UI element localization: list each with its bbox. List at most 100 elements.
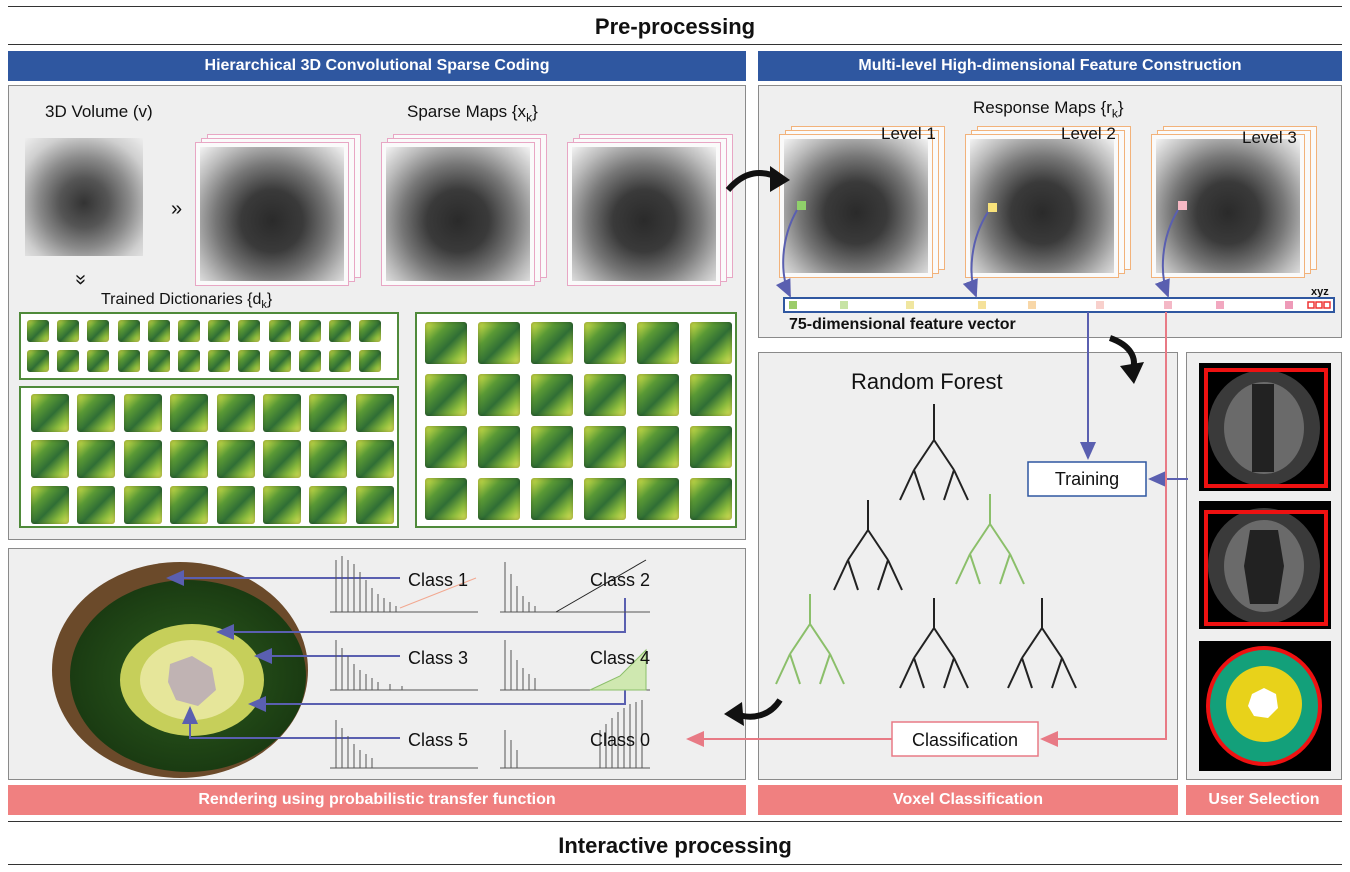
dictionary-atom (178, 350, 200, 372)
histogram-class-5 (330, 720, 478, 769)
dictionary-atom (478, 374, 520, 416)
histogram-class-3 (330, 640, 478, 691)
xyz-label: xyz (1311, 286, 1329, 298)
class-3-label: Class 3 (408, 648, 468, 668)
dictionary-atom (170, 440, 209, 478)
feature-vector-cells (789, 301, 1331, 309)
title-preprocessing: Pre-processing (594, 14, 756, 39)
dictionary-atom (268, 320, 291, 342)
user-selection-footer-bar: User Selection (1186, 785, 1342, 815)
dictionary-atom (637, 478, 679, 520)
dictionaries-label: Trained Dictionaries {dk} (101, 291, 273, 312)
dictionary-atom (77, 486, 116, 524)
dictionary-atom (216, 440, 255, 478)
class-2-label: Class 2 (590, 570, 650, 590)
dictionary-atom (170, 394, 209, 432)
histogram-class-0 (500, 700, 650, 769)
dictionary-atom (216, 486, 255, 524)
dictionary-atom (208, 320, 231, 342)
dictionary-atom (31, 394, 69, 432)
dictionary-atom (531, 322, 573, 364)
dictionary-atom (147, 350, 170, 372)
dictionary-atom (355, 486, 394, 524)
voxel-classification-footer-bar: Voxel Classification (758, 785, 1178, 815)
dictionary-atom (309, 394, 348, 432)
training-box[interactable] (1027, 461, 1147, 497)
volume-cube (25, 138, 143, 256)
dictionary-atom (77, 394, 116, 432)
dictionary-atom (478, 478, 520, 520)
dictionary-atom (263, 486, 301, 524)
dictionary-atom (690, 322, 732, 364)
feature-vector-bar (783, 297, 1335, 313)
dictionary-atom (117, 350, 140, 372)
dictionary-atom (57, 320, 80, 342)
class-0-label: Class 0 (590, 730, 650, 750)
dictionary-atom (359, 350, 382, 372)
dictionary-atom (298, 320, 321, 342)
user-segmentation-content (1206, 646, 1322, 766)
dictionary-atom (31, 440, 69, 478)
tree-4 (775, 594, 845, 685)
level-3-feature-arrow (1154, 209, 1179, 298)
sparse-coding-panel: 3D Volume (v) » » Sparse Maps {xk} Train… (8, 85, 746, 540)
dictionary-atom (238, 320, 261, 342)
dictionary-level-3 (415, 312, 737, 528)
class-2-arrow (216, 598, 626, 640)
volume-label: 3D Volume (v) (45, 102, 153, 121)
dictionary-atom (268, 350, 291, 372)
title-interactive-processing: Interactive processing (558, 833, 792, 858)
kiwi-rendering (52, 562, 308, 778)
level-3-sample-marker (1178, 201, 1187, 210)
dictionary-atom (238, 350, 261, 372)
response-maps-label: Response Maps {rk} (973, 98, 1124, 121)
dictionary-atom (147, 320, 170, 342)
dictionary-atom (77, 440, 116, 478)
dictionary-level-2 (19, 386, 399, 528)
dictionary-atom (531, 478, 573, 520)
level-1-label: Level 1 (881, 124, 936, 143)
dictionary-atom (263, 394, 301, 432)
dictionary-atom (425, 426, 467, 468)
dictionary-atom (27, 320, 49, 342)
dictionary-atom (329, 320, 351, 342)
dictionary-atom (637, 322, 679, 364)
dictionary-atom (478, 426, 520, 468)
level-3-label: Level 3 (1242, 128, 1297, 147)
feature-to-classification-line (1040, 312, 1167, 747)
dictionary-atom (359, 320, 382, 342)
dictionary-atom (637, 374, 679, 416)
dictionary-atom (123, 440, 162, 478)
tree-6 (1007, 598, 1077, 689)
dictionary-atom (170, 486, 209, 524)
dictionary-atom (309, 486, 348, 524)
class-4-label: Class 4 (590, 648, 650, 668)
histogram-class-1 (330, 556, 478, 613)
random-forest-panel: Random Forest (758, 352, 1178, 780)
dictionary-atom (329, 350, 351, 372)
feature-construction-panel: Response Maps {rk} Level 1 Level 2 Level… (758, 85, 1342, 338)
dictionary-atom (584, 426, 626, 468)
dictionary-atom (531, 426, 573, 468)
dictionary-atom (263, 440, 301, 478)
dictionary-atom (178, 320, 200, 342)
user-slice-1-content (1204, 368, 1328, 488)
tree-2 (833, 500, 903, 591)
classification-box[interactable] (891, 721, 1039, 757)
dictionary-atom (87, 320, 110, 342)
dictionary-atom (425, 322, 467, 364)
dictionary-atom (309, 440, 348, 478)
dictionary-atom (117, 320, 140, 342)
level-2-feature-arrow (962, 211, 989, 298)
dictionary-atom (31, 486, 69, 524)
dictionary-atom (425, 374, 467, 416)
dictionary-atom (690, 478, 732, 520)
dictionary-atom (298, 350, 321, 372)
dictionary-atom (478, 322, 520, 364)
dictionary-atom (690, 426, 732, 468)
dictionary-atom (27, 350, 49, 372)
dictionary-atom (87, 350, 110, 372)
sparse-maps-label: Sparse Maps {xk} (407, 102, 538, 125)
tree-5 (899, 598, 969, 689)
